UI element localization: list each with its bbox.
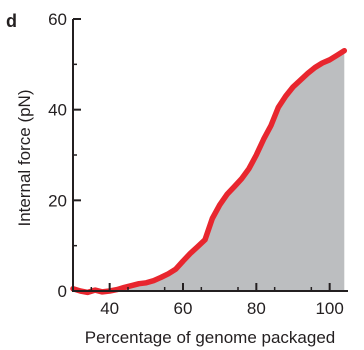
- y-axis-label: Internal force (pN): [15, 90, 34, 227]
- y-tick-label-0: 0: [58, 282, 67, 301]
- x-tick-label-40: 40: [100, 299, 119, 318]
- x-tick-label-60: 60: [174, 299, 193, 318]
- axes: 40 60 80 100 0 20 40 60: [48, 10, 348, 318]
- y-tick-label-60: 60: [48, 10, 67, 29]
- panel-label: d: [6, 11, 17, 31]
- y-tick-label-40: 40: [48, 101, 67, 120]
- x-tick-label-100: 100: [315, 299, 343, 318]
- x-tick-label-80: 80: [247, 299, 266, 318]
- x-axis-label: Percentage of genome packaged: [85, 328, 335, 347]
- area-fill: [73, 50, 345, 293]
- data-line: [70, 47, 348, 296]
- y-tick-label-20: 20: [48, 191, 67, 210]
- plot-area: [70, 47, 348, 296]
